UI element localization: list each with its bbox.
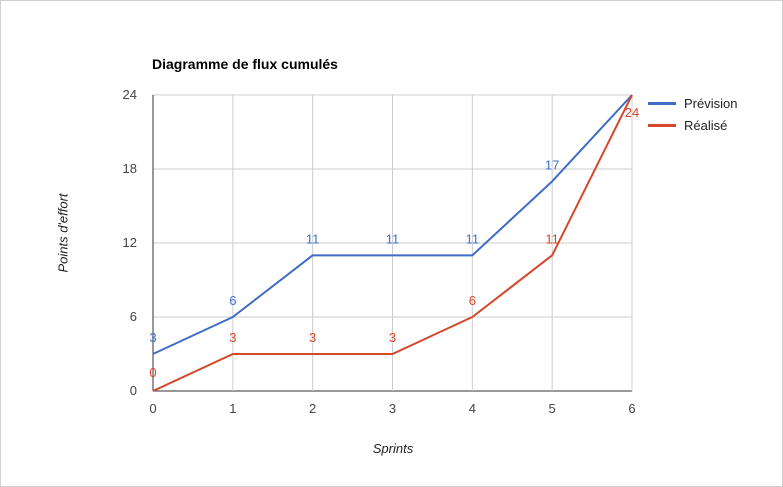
data-label-prevision: 3 <box>149 330 156 345</box>
y-tick-label: 24 <box>123 87 137 102</box>
x-axis-label: Sprints <box>372 441 414 456</box>
x-tick-label: 2 <box>309 401 316 416</box>
y-tick-label: 12 <box>123 235 137 250</box>
data-label-realise: 0 <box>149 365 156 380</box>
legend-label-realise: Réalisé <box>684 117 728 133</box>
data-label-prevision: 17 <box>545 157 559 172</box>
data-label-realise: 3 <box>309 330 316 345</box>
y-tick-label: 0 <box>130 383 137 398</box>
legend-swatch-prevision <box>648 101 676 105</box>
legend-item-prevision: Prévision <box>648 92 737 114</box>
legend: Prévision Réalisé <box>648 92 737 136</box>
series-line-realise <box>152 94 633 392</box>
data-label-prevision: 11 <box>386 231 400 246</box>
y-tick-label: 18 <box>123 161 137 176</box>
x-tick-label: 5 <box>549 401 556 416</box>
chart-title: Diagramme de flux cumulés <box>152 56 338 72</box>
data-label-realise: 24 <box>625 105 639 120</box>
legend-label-prevision: Prévision <box>684 95 738 111</box>
data-label-realise: 11 <box>545 231 559 246</box>
x-tick-label: 6 <box>628 401 635 416</box>
data-label-prevision: 6 <box>229 293 236 308</box>
y-tick-label: 6 <box>130 309 137 324</box>
legend-item-realise: Réalisé <box>648 114 737 136</box>
x-tick-label: 3 <box>389 401 396 416</box>
data-label-realise: 6 <box>469 293 476 308</box>
legend-swatch-realise <box>648 123 676 127</box>
x-tick-label: 4 <box>469 401 476 416</box>
data-label-realise: 3 <box>229 330 236 345</box>
data-label-prevision: 11 <box>466 231 480 246</box>
x-tick-label: 1 <box>229 401 236 416</box>
series-line-prevision <box>152 94 633 355</box>
x-tick-label: 0 <box>149 401 156 416</box>
data-label-realise: 3 <box>389 330 396 345</box>
data-label-prevision: 11 <box>306 231 320 246</box>
